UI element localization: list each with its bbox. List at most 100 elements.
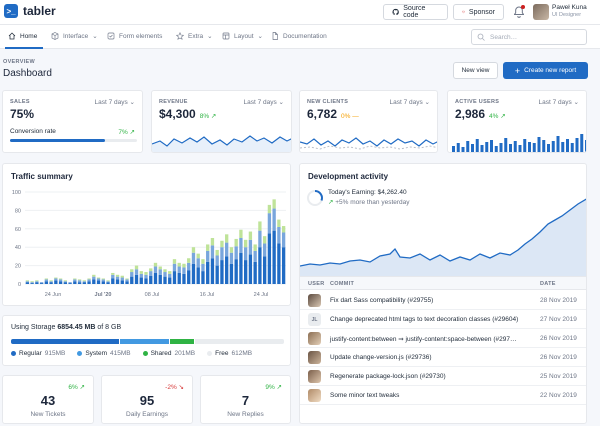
sales-period: Last 7 days xyxy=(94,99,128,106)
traffic-bar xyxy=(191,252,196,264)
avatar: JL xyxy=(308,313,321,326)
new-clients-period-dropdown[interactable]: Last 7 days ⌄ xyxy=(389,98,430,106)
storage-total: of 8 GB xyxy=(95,324,122,331)
active-users-period-dropdown[interactable]: Last 7 days ⌄ xyxy=(538,98,579,106)
traffic-bar xyxy=(215,255,219,266)
nav-item-form-elements[interactable]: Form elements xyxy=(107,32,162,40)
table-row[interactable]: justify-content:between ⇒ justify-conten… xyxy=(300,329,586,348)
sales-period-dropdown[interactable]: Last 7 days ⌄ xyxy=(94,98,135,106)
create-report-button[interactable]: + Create new report xyxy=(503,62,588,79)
traffic-bar xyxy=(54,280,58,284)
traffic-summary-title: Traffic summary xyxy=(11,172,73,181)
commit-date: 27 Nov 2019 xyxy=(540,316,577,323)
table-row[interactable]: Regenerate package-lock.json (#29730) 25… xyxy=(300,367,586,386)
traffic-bar xyxy=(168,277,172,284)
commit-date: 25 Nov 2019 xyxy=(540,373,577,380)
commits-table-header: USER COMMIT DATE xyxy=(300,276,586,290)
storage-usage: Using Storage 6854.45 MB of 8 GB xyxy=(11,324,121,331)
active-users-bar xyxy=(532,143,536,152)
stat-delta: 6% ↗ xyxy=(68,383,85,391)
commit-date: 22 Nov 2019 xyxy=(540,392,577,399)
traffic-bar xyxy=(68,283,72,284)
new-clients-value: 6,782 xyxy=(307,107,338,121)
active-users-bar xyxy=(523,139,527,152)
stat-delta-value: 6% xyxy=(68,384,78,391)
brand-logo[interactable]: >_ tabler xyxy=(4,4,56,18)
traffic-bar xyxy=(54,277,58,279)
traffic-bar xyxy=(182,263,186,268)
new-replies-card: 9% ↗ 7 New Replies xyxy=(200,375,291,424)
traffic-bar xyxy=(267,213,272,234)
traffic-bar xyxy=(163,272,167,277)
traffic-bar xyxy=(277,219,281,227)
traffic-bar xyxy=(215,265,219,284)
traffic-bar xyxy=(172,271,177,284)
commit-date: 26 Nov 2019 xyxy=(540,335,577,342)
traffic-bar xyxy=(267,204,272,214)
traffic-bar xyxy=(281,247,286,284)
user-role: UI Designer xyxy=(552,12,582,18)
traffic-bar xyxy=(92,279,96,284)
active-users-bar xyxy=(575,138,579,152)
traffic-bar xyxy=(77,280,82,283)
table-row[interactable]: JL Change deprecated html tags to text d… xyxy=(300,310,586,329)
traffic-bar xyxy=(234,259,238,284)
new-view-button[interactable]: New view xyxy=(453,62,498,79)
traffic-bar xyxy=(39,283,44,284)
traffic-bar xyxy=(115,279,120,284)
nav-item-interface[interactable]: Interface ⌄ xyxy=(51,32,98,40)
user-avatar[interactable] xyxy=(533,4,549,20)
traffic-bar xyxy=(153,266,158,273)
active-users-bar xyxy=(471,144,474,152)
sales-card: SALES Last 7 days ⌄ 75% Conversion rate … xyxy=(2,90,143,153)
traffic-bar xyxy=(229,252,234,264)
table-row[interactable]: Update change-version.js (#29736) 26 Nov… xyxy=(300,348,586,367)
traffic-bar xyxy=(139,273,143,278)
legend-dot xyxy=(142,351,148,356)
traffic-bar xyxy=(125,278,129,280)
active-users-bar xyxy=(499,143,503,152)
github-icon xyxy=(392,8,399,16)
search-placeholder: Search… xyxy=(490,33,518,41)
traffic-bar xyxy=(234,246,238,260)
traffic-bar xyxy=(120,277,124,281)
traffic-bar xyxy=(101,281,105,284)
new-clients-label: NEW CLIENTS xyxy=(307,99,349,105)
traffic-bar xyxy=(44,281,49,284)
traffic-bar xyxy=(30,282,34,284)
stat-delta-value: 9% xyxy=(265,384,275,391)
table-row[interactable]: Fix dart Sass compatibility (#29755) 28 … xyxy=(300,291,586,310)
legend-size: 201MB xyxy=(174,350,196,357)
legend-size: 612MB xyxy=(231,350,253,357)
active-users-value: 2,986 xyxy=(455,107,486,121)
development-activity-area-chart xyxy=(300,198,586,276)
x-tick-label: 24 Jun xyxy=(45,292,62,298)
legend-dot xyxy=(11,351,16,356)
legend-size: 415MB xyxy=(110,350,131,357)
traffic-bar xyxy=(87,278,91,280)
traffic-bar xyxy=(73,279,77,282)
source-code-label: Source code xyxy=(403,5,426,19)
chevron-down-icon: ⌄ xyxy=(573,99,579,106)
nav-item-extra[interactable]: Extra ⌄ xyxy=(176,32,213,40)
traffic-bar xyxy=(125,281,129,284)
plus-icon: + xyxy=(514,65,521,76)
sponsor-button[interactable]: Sponsor xyxy=(453,4,504,20)
traffic-bar xyxy=(210,258,215,284)
chevron-down-icon: ⌄ xyxy=(129,99,135,106)
nav-item-layout[interactable]: Layout ⌄ xyxy=(222,32,263,40)
nav-item-home[interactable]: Home xyxy=(8,32,37,40)
source-code-button[interactable]: Source code xyxy=(383,4,448,20)
stat-label: New Replies xyxy=(227,411,264,418)
table-row[interactable]: Some minor text tweaks 22 Nov 2019 xyxy=(300,386,586,405)
revenue-period-dropdown[interactable]: Last 7 days ⌄ xyxy=(243,98,284,106)
legend-dot xyxy=(77,351,83,356)
traffic-bar xyxy=(96,280,101,284)
traffic-bar xyxy=(201,271,205,284)
user-name[interactable]: Paweł Kuna xyxy=(552,4,587,11)
traffic-bar xyxy=(77,279,82,281)
nav-item-documentation[interactable]: Documentation xyxy=(271,32,327,40)
notification-badge xyxy=(521,5,525,9)
search-input[interactable]: Search… xyxy=(471,29,587,45)
traffic-bar xyxy=(277,243,281,284)
